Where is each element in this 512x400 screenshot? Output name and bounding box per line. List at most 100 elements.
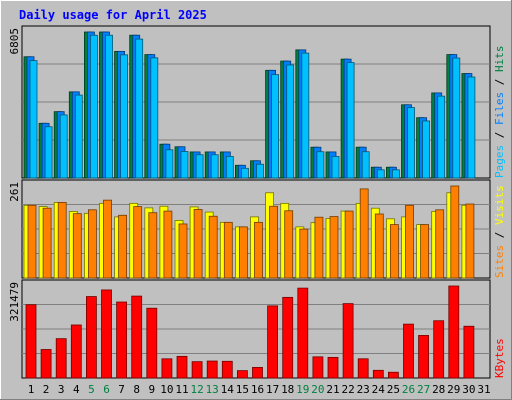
bar-sites-day-23 bbox=[359, 188, 369, 279]
bar-pages-day-27 bbox=[422, 120, 431, 179]
bar-pages-day-23 bbox=[361, 151, 370, 179]
bar-pages-day-24 bbox=[376, 169, 385, 179]
bar-sites-day-15 bbox=[238, 226, 248, 279]
x-tick-label-day-3: 3 bbox=[58, 383, 65, 396]
x-tick-label-day-23: 23 bbox=[357, 383, 370, 396]
bar-kbytes-day-7 bbox=[116, 301, 127, 379]
bar-pages-day-28 bbox=[437, 95, 446, 179]
bar-kbytes-day-13 bbox=[206, 360, 218, 379]
bar-kbytes-day-3 bbox=[55, 338, 67, 379]
x-tick-label-day-14: 14 bbox=[221, 383, 235, 396]
bar-sites-day-14 bbox=[223, 221, 233, 279]
bar-kbytes-day-21 bbox=[327, 356, 339, 379]
bar-pages-day-16 bbox=[256, 163, 264, 179]
legend-files: Files bbox=[493, 92, 506, 125]
bar-kbytes-day-26 bbox=[403, 323, 414, 379]
bar-kbytes-day-12 bbox=[191, 361, 203, 379]
x-tick-label-day-2: 2 bbox=[43, 383, 50, 396]
bar-kbytes-day-22 bbox=[342, 303, 354, 379]
x-tick-label-day-27: 27 bbox=[417, 383, 430, 396]
legend-hits: Hits bbox=[493, 46, 506, 73]
bar-sites-day-20 bbox=[314, 216, 324, 279]
bar-pages-day-12 bbox=[195, 154, 204, 179]
bar-pages-day-17 bbox=[271, 74, 280, 179]
bar-kbytes-day-2 bbox=[40, 349, 52, 379]
bar-sites-day-19 bbox=[299, 228, 309, 279]
bar-pages-day-11 bbox=[180, 151, 189, 179]
bar-kbytes-day-17 bbox=[267, 305, 279, 379]
bar-kbytes-day-1 bbox=[25, 304, 37, 379]
pages-files-hits-ymax-label: 6805 bbox=[8, 28, 21, 55]
bar-pages-day-7 bbox=[120, 54, 128, 179]
x-tick-label-day-15: 15 bbox=[236, 383, 249, 396]
chart-title: Daily usage for April 2025 bbox=[19, 8, 207, 22]
x-tick-label-day-16: 16 bbox=[251, 383, 264, 396]
pages-files-hits-legend: Pages / Files / Hits bbox=[493, 46, 506, 179]
x-tick-label-day-11: 11 bbox=[175, 383, 188, 396]
legend-sites: Sites bbox=[493, 245, 506, 278]
x-tick-label-day-25: 25 bbox=[387, 383, 400, 396]
bar-pages-day-9 bbox=[150, 57, 159, 179]
x-tick-label-day-13: 13 bbox=[206, 383, 219, 396]
bar-pages-day-29 bbox=[452, 57, 461, 179]
bar-sites-day-11 bbox=[178, 223, 188, 279]
bar-pages-day-8 bbox=[135, 38, 144, 179]
x-tick-label-day-28: 28 bbox=[432, 383, 445, 396]
x-tick-label-day-29: 29 bbox=[447, 383, 460, 396]
bar-pages-day-5 bbox=[90, 34, 98, 179]
bar-kbytes-day-25 bbox=[387, 371, 399, 379]
bar-sites-day-12 bbox=[193, 209, 203, 279]
x-tick-label-day-22: 22 bbox=[341, 383, 354, 396]
x-tick-label-day-7: 7 bbox=[118, 383, 125, 396]
bar-kbytes-day-5 bbox=[86, 296, 97, 379]
x-tick-label-day-20: 20 bbox=[311, 383, 324, 396]
sites-visits-legend: Sites / Visits bbox=[493, 185, 506, 278]
bar-sites-day-8 bbox=[133, 206, 143, 279]
bar-pages-day-22 bbox=[346, 62, 355, 179]
bar-kbytes-day-4 bbox=[70, 324, 82, 379]
kbytes-panel: 321479 KBytes bbox=[8, 279, 506, 379]
x-tick-label-day-19: 19 bbox=[296, 383, 309, 396]
pages-files-hits-panel: 6805 Pages / Files / Hits bbox=[8, 25, 506, 179]
legend-pages: Pages bbox=[493, 145, 506, 178]
x-tick-label-day-17: 17 bbox=[266, 383, 279, 396]
x-tick-label-day-21: 21 bbox=[326, 383, 339, 396]
x-tick-label-day-8: 8 bbox=[133, 383, 140, 396]
x-tick-label-day-4: 4 bbox=[73, 383, 80, 396]
x-tick-label-day-30: 30 bbox=[462, 383, 475, 396]
bar-pages-day-10 bbox=[165, 149, 174, 179]
kbytes-ymax-label: 321479 bbox=[8, 282, 21, 322]
sites-visits-ymax-label: 261 bbox=[8, 182, 21, 202]
bar-pages-day-1 bbox=[29, 60, 38, 179]
bar-pages-day-2 bbox=[44, 126, 53, 179]
bar-sites-day-28 bbox=[435, 209, 445, 279]
bar-kbytes-day-11 bbox=[176, 355, 188, 379]
bar-kbytes-day-28 bbox=[433, 320, 445, 379]
bar-kbytes-day-10 bbox=[161, 358, 173, 379]
bar-sites-day-16 bbox=[254, 221, 263, 279]
legend-separator: / bbox=[493, 225, 506, 245]
bar-sites-day-22 bbox=[344, 210, 354, 279]
bar-kbytes-day-9 bbox=[146, 307, 158, 379]
x-tick-label-day-6: 6 bbox=[103, 383, 110, 396]
bar-sites-day-26 bbox=[405, 204, 414, 279]
bar-kbytes-day-23 bbox=[357, 358, 369, 379]
bar-kbytes-day-6 bbox=[101, 289, 112, 379]
bar-sites-day-27 bbox=[420, 224, 430, 279]
x-tick-label-day-26: 26 bbox=[402, 383, 415, 396]
bar-pages-day-13 bbox=[210, 154, 219, 179]
sites-visits-panel: 261 Sites / Visits bbox=[8, 179, 506, 279]
bar-sites-day-29 bbox=[450, 185, 460, 279]
bar-sites-day-25 bbox=[389, 224, 399, 279]
x-tick-label-day-1: 1 bbox=[28, 383, 35, 396]
bar-sites-day-6 bbox=[103, 199, 112, 279]
bar-pages-day-4 bbox=[74, 94, 83, 179]
bar-sites-day-3 bbox=[57, 202, 67, 279]
bar-kbytes-day-30 bbox=[463, 325, 475, 379]
bar-pages-day-3 bbox=[59, 114, 68, 179]
x-tick-label-day-10: 10 bbox=[160, 383, 173, 396]
legend-separator: / bbox=[493, 72, 506, 92]
bar-kbytes-day-29 bbox=[448, 285, 460, 379]
bar-pages-day-21 bbox=[331, 156, 340, 179]
